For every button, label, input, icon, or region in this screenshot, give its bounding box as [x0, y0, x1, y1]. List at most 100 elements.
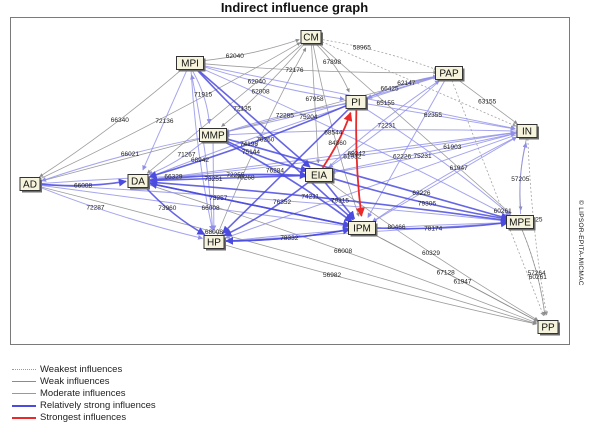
edge-ad-to-ipm: [37, 184, 351, 229]
edge-in-to-da: [149, 131, 520, 182]
edge-pi-to-in: [363, 102, 516, 131]
edge-pi-to-pap: [363, 74, 439, 101]
edge-ad-to-hp: [37, 185, 204, 240]
edge-cm-to-pi: [315, 43, 350, 93]
edge-weight-label: 62040: [248, 79, 266, 86]
legend-label: Weakest influences: [40, 364, 123, 375]
edge-weight-label: 60261: [494, 208, 512, 215]
edge-weight-label: 62355: [424, 112, 442, 119]
edge-weight-label: 75204: [299, 114, 317, 121]
edge-weight-label: 60329: [422, 250, 440, 257]
edge-in-to-eia: [330, 132, 520, 175]
edge-weight-label: 78174: [424, 225, 442, 232]
edge-ad-to-da: [37, 178, 127, 187]
node-label: MPE: [509, 218, 531, 229]
edge-da-to-in: [145, 130, 516, 181]
edge-weight-label: 68008: [205, 229, 223, 236]
node-label: HP: [207, 238, 221, 249]
edge-weight-label: 71267: [177, 151, 195, 158]
node-label: MMP: [201, 131, 225, 142]
edge-weight-label: 60261: [529, 274, 547, 281]
legend-label: Weak influences: [40, 376, 110, 387]
edge-hp-to-cm: [217, 47, 307, 235]
edge-weight-label: 62147: [397, 80, 415, 87]
edge-eia-to-mpe: [326, 176, 510, 223]
edge-cm-to-eia: [311, 44, 321, 164]
edge-weight-label: 61932: [343, 153, 361, 160]
graph-frame: [10, 17, 570, 345]
edge-weight-label: 70268: [237, 174, 255, 181]
edge-da-to-eia: [145, 171, 308, 182]
node-da: DA: [127, 174, 150, 190]
edge-weight-label: 72176: [285, 67, 303, 74]
edge-weight-label: 74211: [301, 194, 319, 201]
edge-weight-label: 68942: [191, 157, 209, 164]
edge-ad-to-cm: [36, 42, 301, 181]
edge-weight-label: 73960: [158, 205, 176, 212]
edge-cm-to-in: [318, 39, 517, 127]
edge-weight-label: 61947: [453, 279, 471, 286]
edge-mmp-to-ad: [41, 136, 206, 182]
copyright-text: © LIPSOR-EPITA-MICMAC: [577, 200, 584, 286]
graph-title: Indirect influence graph: [220, 0, 369, 15]
edge-da-to-mpe: [145, 181, 509, 224]
edge-eia-to-pp: [325, 179, 539, 321]
edge-ipm-to-da: [148, 181, 355, 228]
edge-ad-to-mpe: [37, 184, 509, 224]
node-in: IN: [516, 124, 539, 140]
edge-weight-label: 71915: [194, 92, 212, 99]
edge-pap-to-da: [148, 75, 442, 178]
node-pp: PP: [537, 320, 560, 336]
edge-mpi-to-pap: [197, 62, 438, 75]
edge-pi-to-hp: [221, 107, 351, 235]
edge-ad-to-pp: [37, 185, 537, 325]
edge-weight-label: 68544: [324, 129, 342, 136]
legend-item-weak: Weak influences: [8, 376, 268, 388]
influence-graph: 5896566425572646026162040678986795868544…: [19, 30, 560, 336]
edge-mmp-to-eia: [220, 137, 309, 174]
edge-labels-layer: 5896566425572646026162040678986795868544…: [74, 44, 547, 285]
edge-mpi-to-ipm: [195, 67, 354, 221]
edge-weight-label: 79315: [331, 198, 349, 205]
edge-mpi-to-hp: [190, 70, 214, 231]
node-label: EIA: [311, 171, 327, 182]
legend-swatch-weak: [12, 381, 36, 382]
edge-cm-to-mmp: [221, 42, 306, 127]
edge-in-to-hp: [224, 133, 520, 239]
edge-weight-label: 61947: [450, 165, 468, 172]
edge-mpi-to-pi: [197, 64, 345, 102]
edge-weight-label: 72136: [155, 118, 173, 125]
edge-eia-to-pi: [321, 111, 353, 169]
edge-ipm-to-in: [368, 136, 518, 225]
legend: Weakest influences Weak influences Moder…: [8, 364, 268, 424]
edge-weight-label: 61903: [443, 144, 461, 151]
edge-pi-to-ipm: [355, 109, 365, 217]
edge-weight-label: 66008: [334, 248, 352, 255]
legend-swatch-moderate: [12, 393, 36, 394]
edge-weight-label: 79306: [418, 200, 436, 207]
node-label: DA: [131, 177, 145, 188]
edge-mpi-to-da: [142, 70, 188, 171]
edge-weight-label: 58965: [353, 44, 371, 51]
edge-mpe-to-pp: [521, 229, 547, 316]
node-label: MPI: [181, 59, 199, 70]
edge-weight-label: 66008: [202, 205, 220, 212]
edge-weight-label: 62040: [226, 53, 244, 60]
legend-item-strongest: Strongest influences: [8, 412, 268, 424]
node-label: AD: [23, 180, 37, 191]
edge-weight-label: 62226: [393, 154, 411, 161]
node-label: CM: [303, 33, 319, 44]
edge-weight-label: 69342: [347, 151, 365, 158]
edge-weight-label: 62226: [412, 190, 430, 197]
edge-weight-label: 72287: [86, 205, 104, 212]
node-mpe: MPE: [506, 215, 536, 231]
edge-ipm-to-mpe: [369, 219, 509, 230]
nodes-layer: CM MPI PAP PI IN MMP AD DA EIA IPM MPE HP PP: [19, 30, 560, 336]
node-ipm: IPM: [348, 221, 378, 237]
edge-weight-label: 57205: [511, 176, 529, 183]
edge-weight-label: 73257: [209, 195, 227, 202]
edge-cm-to-pap: [318, 38, 438, 71]
edge-pap-to-pp: [451, 80, 545, 317]
edge-weight-label: 57264: [528, 270, 546, 277]
edge-mpi-to-cm: [197, 38, 300, 62]
